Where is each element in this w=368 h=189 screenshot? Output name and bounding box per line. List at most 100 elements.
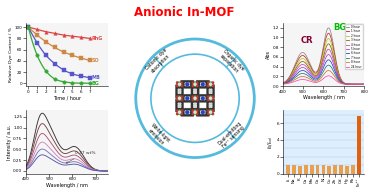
Circle shape	[180, 105, 181, 106]
Circle shape	[211, 91, 212, 92]
Text: SO: SO	[91, 58, 99, 63]
Circle shape	[185, 97, 186, 98]
Circle shape	[201, 83, 202, 84]
Circle shape	[176, 81, 178, 84]
Circle shape	[192, 82, 198, 87]
Circle shape	[180, 92, 181, 93]
Circle shape	[185, 85, 186, 86]
Circle shape	[204, 85, 205, 86]
FancyBboxPatch shape	[191, 98, 199, 112]
Text: CR: CR	[301, 36, 313, 45]
X-axis label: Wavelength / nm: Wavelength / nm	[46, 183, 88, 188]
Circle shape	[204, 111, 205, 112]
Circle shape	[209, 97, 212, 99]
Bar	[292, 165, 296, 174]
X-axis label: Wavelength / nm: Wavelength / nm	[302, 95, 344, 100]
Circle shape	[176, 109, 178, 112]
Circle shape	[191, 109, 194, 112]
Y-axis label: Intensity / a.u.: Intensity / a.u.	[7, 125, 12, 160]
Circle shape	[180, 89, 181, 90]
Circle shape	[191, 81, 194, 84]
Bar	[304, 165, 308, 174]
Circle shape	[209, 106, 210, 107]
Circle shape	[185, 96, 189, 100]
Circle shape	[188, 99, 190, 100]
Circle shape	[177, 96, 182, 101]
Circle shape	[212, 109, 214, 112]
Circle shape	[185, 110, 189, 114]
Circle shape	[201, 113, 202, 114]
Circle shape	[209, 105, 210, 106]
Circle shape	[204, 99, 205, 100]
Circle shape	[187, 99, 188, 100]
Circle shape	[194, 89, 195, 90]
FancyBboxPatch shape	[176, 98, 184, 112]
Circle shape	[207, 85, 210, 87]
Circle shape	[195, 92, 197, 93]
Circle shape	[211, 103, 212, 104]
Circle shape	[194, 92, 195, 93]
Circle shape	[176, 95, 178, 98]
Circle shape	[194, 97, 196, 99]
Circle shape	[209, 91, 210, 92]
Circle shape	[185, 99, 186, 100]
Circle shape	[194, 91, 195, 92]
Circle shape	[185, 83, 186, 84]
Circle shape	[196, 113, 199, 115]
FancyBboxPatch shape	[196, 80, 209, 88]
Circle shape	[195, 105, 197, 106]
Text: BG: BG	[333, 23, 347, 32]
Circle shape	[211, 89, 212, 90]
Circle shape	[201, 99, 202, 100]
Circle shape	[195, 89, 197, 90]
Circle shape	[194, 83, 196, 85]
Circle shape	[188, 97, 190, 98]
Circle shape	[202, 111, 203, 112]
Text: Cationic dye
absorption: Cationic dye absorption	[145, 48, 172, 76]
Text: MB: MB	[91, 75, 100, 80]
Circle shape	[195, 106, 197, 107]
Circle shape	[187, 85, 188, 86]
Bar	[351, 165, 355, 174]
Bar	[328, 166, 331, 174]
Circle shape	[196, 81, 199, 84]
Circle shape	[212, 85, 214, 87]
Circle shape	[188, 113, 190, 114]
Circle shape	[176, 99, 178, 101]
Circle shape	[194, 106, 195, 107]
Circle shape	[180, 81, 183, 84]
Text: White-light
emission: White-light emission	[146, 122, 171, 147]
Circle shape	[207, 95, 210, 98]
Circle shape	[194, 105, 195, 106]
Circle shape	[180, 103, 181, 104]
Circle shape	[207, 81, 210, 84]
Circle shape	[191, 99, 194, 101]
Circle shape	[209, 83, 212, 85]
Circle shape	[180, 99, 183, 101]
Circle shape	[192, 96, 198, 101]
Bar	[286, 165, 290, 174]
Bar	[316, 165, 319, 174]
Circle shape	[209, 111, 212, 113]
Circle shape	[196, 99, 199, 101]
Circle shape	[201, 96, 205, 100]
Circle shape	[178, 111, 181, 113]
FancyBboxPatch shape	[176, 84, 184, 98]
Circle shape	[180, 113, 183, 115]
Circle shape	[208, 110, 213, 115]
Circle shape	[178, 103, 179, 104]
Circle shape	[176, 113, 178, 115]
Bar	[339, 165, 343, 174]
Circle shape	[208, 82, 213, 87]
Circle shape	[196, 109, 199, 112]
Circle shape	[201, 82, 205, 86]
Circle shape	[178, 92, 179, 93]
Circle shape	[187, 83, 188, 84]
Text: BG: BG	[91, 81, 99, 86]
Circle shape	[191, 95, 194, 98]
Circle shape	[178, 83, 181, 85]
Circle shape	[178, 97, 181, 99]
FancyBboxPatch shape	[206, 98, 215, 112]
Bar	[310, 165, 314, 174]
Circle shape	[202, 113, 203, 114]
